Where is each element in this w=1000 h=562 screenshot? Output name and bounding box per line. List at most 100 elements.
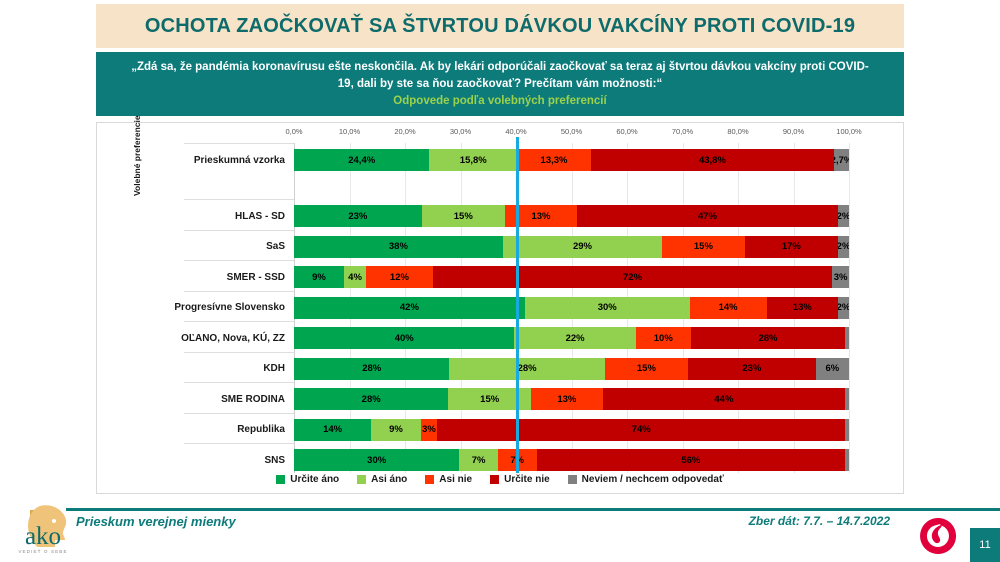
question-band: „Zdá sa, že pandémia koronavírusu ešte n… bbox=[96, 52, 904, 116]
bar-segment: 56% bbox=[536, 449, 846, 471]
bar-segment: 24,4% bbox=[294, 149, 430, 171]
x-axis-tick-7: 70,0% bbox=[671, 127, 694, 136]
footer-right-text: Zber dát: 7.7. – 14.7.2022 bbox=[748, 514, 890, 528]
footer-divider bbox=[66, 508, 1000, 511]
bar-row: Progresívne Slovensko 42%30%14%13%2% bbox=[174, 290, 849, 319]
category-label: KDH bbox=[263, 363, 285, 374]
category-label: HLAS - SD bbox=[235, 210, 285, 222]
page-number: 11 bbox=[970, 528, 1000, 562]
bar-segment: 43,8% bbox=[590, 149, 834, 171]
ako-logo-tagline: VEDIEŤ O SEBE bbox=[18, 549, 68, 554]
bar-segment: 3% bbox=[832, 266, 849, 288]
category-label: SNS bbox=[264, 454, 285, 466]
category-label: Prieskumná vzorka bbox=[193, 154, 285, 166]
bar-segment bbox=[845, 449, 849, 471]
bar-row: SME RODINA 28% 15% 13% 44% bbox=[184, 382, 849, 410]
legend-swatch-icon bbox=[425, 475, 435, 484]
x-axis-tick-9: 90,0% bbox=[782, 127, 805, 136]
bar-segment: 29% bbox=[502, 235, 663, 258]
x-axis-tick-0: 0,0% bbox=[285, 127, 303, 136]
bar-segment: 28% bbox=[690, 327, 846, 349]
row-separator bbox=[184, 229, 294, 231]
legend-item: Určite áno bbox=[276, 474, 339, 485]
bar-row: Republika 14% 9% 3% 74% bbox=[184, 412, 849, 441]
bar-segment: 38% bbox=[294, 235, 503, 258]
bar-segment: 13% bbox=[504, 205, 578, 227]
category-label: OĽANO, Nova, KÚ, ZZ bbox=[181, 332, 285, 344]
bar-segment: 30% bbox=[524, 296, 690, 319]
legend-swatch-icon bbox=[490, 475, 500, 484]
bar-segment: 28% bbox=[294, 388, 449, 410]
slide-title-band: OCHOTA ZAOČKOVAŤ SA ŠTVRTOU DÁVKOU VAKCÍ… bbox=[96, 4, 904, 48]
x-axis-tick-labels: 0,0% 10,0% 20,0% 30,0% 40,0% 50,0% 60,0% 70,0% 8… bbox=[97, 127, 903, 141]
category-label: Republika bbox=[237, 424, 285, 435]
legend-item: Asi áno bbox=[357, 474, 407, 485]
bar-segment bbox=[845, 388, 849, 410]
bar-segment: 10% bbox=[635, 327, 691, 349]
category-label: Progresívne Slovensko bbox=[174, 302, 285, 313]
bar-segment: 30% bbox=[294, 449, 460, 471]
legend-swatch-icon bbox=[357, 475, 367, 484]
legend-label: Neviem / nechcem odpovedať bbox=[581, 474, 724, 485]
chart-legend: Určite áno Asi áno Asi nie Určite nie Neviem… bbox=[97, 474, 903, 485]
y-axis-title: Volebné preferencie bbox=[132, 115, 142, 196]
x-axis-tick-6: 60,0% bbox=[616, 127, 638, 136]
bar-segment: 13% bbox=[766, 296, 839, 319]
x-axis-tick-3: 30,0% bbox=[449, 127, 472, 136]
bar-segment: 74% bbox=[437, 418, 846, 441]
row-separator bbox=[184, 351, 294, 353]
brand-swirl-icon bbox=[920, 518, 957, 554]
bar-segment: 23% bbox=[688, 357, 816, 380]
bar-row: Prieskumná vzorka 24,4%15,8%13,3%43,8%2,7… bbox=[184, 143, 849, 171]
bar-row: HLAS - SD 23%15%13%47%2% bbox=[184, 199, 849, 227]
legend-item: Asi nie bbox=[425, 474, 472, 485]
bar-segment: 15% bbox=[662, 235, 745, 258]
row-separator bbox=[184, 290, 294, 292]
legend-label: Určite nie bbox=[504, 474, 550, 485]
bar-segment: 28% bbox=[294, 357, 450, 380]
chart-container: 0,0% 10,0% 20,0% 30,0% 40,0% 50,0% 60,0% 70,0% 8… bbox=[96, 122, 904, 494]
x-axis-tick-8: 80,0% bbox=[727, 127, 749, 136]
bar-segment bbox=[845, 418, 849, 441]
gridline-10 bbox=[849, 143, 850, 473]
bar-segment: 15% bbox=[604, 357, 689, 380]
bar-segment: 15% bbox=[421, 205, 505, 227]
bar-segment: 6% bbox=[815, 357, 849, 380]
legend-swatch-icon bbox=[276, 475, 286, 484]
ako-logo-wordmark: ako bbox=[24, 523, 62, 550]
bar-segment: 14% bbox=[294, 418, 372, 441]
bar-segment: 14% bbox=[689, 296, 767, 319]
bar-segment: 22% bbox=[514, 327, 636, 349]
legend-label: Určite áno bbox=[290, 474, 340, 485]
bar-row: SMER - SSD 9% 4% 12% 72% 3% bbox=[184, 260, 849, 288]
row-separator bbox=[184, 143, 294, 144]
x-axis-tick-5: 50,0% bbox=[560, 127, 583, 136]
bar-segment bbox=[845, 327, 849, 349]
bar-segment: 42% bbox=[294, 296, 525, 319]
bar-segment: 13,3% bbox=[517, 149, 591, 171]
plot-area: Prieskumná vzorka 24,4%15,8%13,3%43,8%2,7… bbox=[174, 143, 850, 473]
x-axis-tick-2: 20,0% bbox=[394, 127, 416, 136]
bar-segment: 2,7% bbox=[833, 149, 849, 171]
bar-segment: 2% bbox=[838, 296, 849, 319]
x-axis-tick-10: 100,0% bbox=[836, 127, 862, 136]
bar-segment: 2% bbox=[837, 205, 849, 227]
question-subtitle: Odpovede podľa volebných preferencií bbox=[393, 95, 607, 108]
bar-segment: 40% bbox=[294, 327, 515, 349]
bar-segment: 15% bbox=[448, 388, 531, 410]
bar-segment: 23% bbox=[294, 205, 422, 227]
legend-swatch-icon bbox=[567, 475, 577, 484]
bar-segment: 44% bbox=[602, 388, 846, 410]
bar-segment: 9% bbox=[371, 418, 421, 441]
category-label: SME RODINA bbox=[221, 393, 285, 405]
bar-segment: 7% bbox=[459, 449, 498, 471]
legend-label: Asi nie bbox=[439, 474, 473, 485]
ako-head-icon bbox=[28, 505, 67, 547]
bar-row: SaS 38%29%15%17%2% bbox=[184, 229, 850, 258]
legend-item: Určite nie bbox=[490, 474, 550, 485]
bar-segment: 17% bbox=[744, 235, 839, 258]
bar-segment: 72% bbox=[432, 266, 833, 288]
x-axis-tick-4: 40,0% bbox=[505, 127, 527, 136]
bar-segment: 3% bbox=[420, 418, 438, 441]
